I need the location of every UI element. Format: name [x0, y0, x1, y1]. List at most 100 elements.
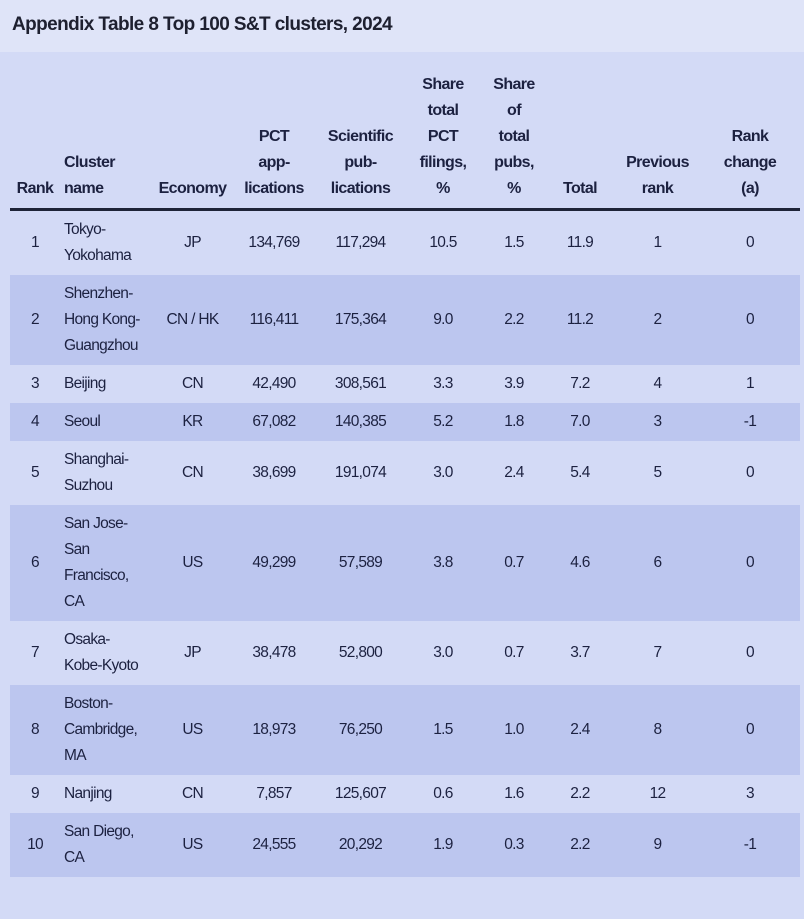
cell-rank-change: 0 — [700, 275, 800, 365]
cell-cluster-name: San Diego, CA — [60, 813, 155, 877]
header-row: Rank Cluster name Economy PCT app- lication… — [10, 72, 800, 211]
cell-cluster-name: Osaka- Kobe-Kyoto — [64, 631, 139, 674]
cell-previous-rank: 7 — [653, 644, 663, 661]
cell-rank-change: -1 — [700, 403, 800, 441]
table-title: Appendix Table 8 Top 100 S&T clusters, 2… — [12, 14, 393, 35]
cell-previous-rank: 8 — [615, 685, 700, 775]
cell-share-pubs: 1.6 — [504, 785, 524, 802]
cell-economy: CN / HK — [155, 275, 230, 365]
cell-cluster-name: Boston- Cambridge, MA — [60, 685, 155, 775]
cell-total: 7.0 — [545, 403, 615, 441]
cell-rank-change: 0 — [700, 505, 800, 621]
cell-pct-applications: 38,699 — [252, 464, 296, 481]
cell-total: 2.2 — [570, 785, 590, 802]
cell-share-pubs: 0.7 — [483, 505, 545, 621]
cell-scientific-publications: 20,292 — [318, 813, 403, 877]
header-share-pct-filings: Share total PCT filings, % — [403, 72, 483, 211]
table-row: 6 San Jose- San Francisco, CA US 49,299 57,5… — [10, 505, 800, 621]
cell-share-pct-filings: 3.0 — [433, 464, 453, 481]
title-band — [0, 0, 804, 52]
cell-share-pct-filings: 3.0 — [433, 644, 453, 661]
cell-rank: 5 — [31, 464, 40, 481]
cell-scientific-publications: 191,074 — [334, 464, 387, 481]
cell-pct-applications: 24,555 — [230, 813, 318, 877]
cell-economy: US — [155, 505, 230, 621]
cell-previous-rank: 4 — [653, 375, 663, 392]
cell-scientific-publications: 125,607 — [334, 785, 387, 802]
cell-economy: JP — [184, 234, 201, 251]
header-rank: Rank — [10, 72, 60, 211]
cell-cluster-name: Tokyo- Yokohama — [64, 221, 132, 264]
cell-share-pubs: 3.9 — [504, 375, 524, 392]
header-pct-applications: PCT app- lications — [230, 72, 318, 211]
cell-scientific-publications: 175,364 — [318, 275, 403, 365]
cell-total: 2.2 — [545, 813, 615, 877]
table-row: 1 Tokyo- Yokohama JP 134,769 117,294 10.5 1.5 1… — [10, 210, 800, 276]
cell-previous-rank: 3 — [615, 403, 700, 441]
cell-economy: US — [155, 813, 230, 877]
cell-share-pct-filings: 0.6 — [433, 785, 453, 802]
header-rank-change: Rank change (a) — [700, 72, 800, 211]
cell-total: 11.9 — [566, 234, 594, 251]
cell-share-pubs: 1.8 — [483, 403, 545, 441]
cell-economy: CN — [182, 375, 204, 392]
cell-total: 3.7 — [570, 644, 590, 661]
cell-scientific-publications: 117,294 — [335, 234, 387, 251]
header-cluster-name: Cluster name — [60, 72, 155, 211]
cell-rank-change: 0 — [746, 644, 755, 661]
cell-share-pubs: 0.3 — [483, 813, 545, 877]
cell-economy: CN — [182, 464, 204, 481]
cell-share-pubs: 2.2 — [483, 275, 545, 365]
header-share-pubs: Share of total pubs, % — [483, 72, 545, 211]
cell-economy: CN — [182, 785, 204, 802]
cell-total: 2.4 — [545, 685, 615, 775]
cell-share-pct-filings: 1.5 — [403, 685, 483, 775]
cell-economy: JP — [184, 644, 201, 661]
cell-previous-rank: 6 — [615, 505, 700, 621]
cell-pct-applications: 42,490 — [252, 375, 296, 392]
cell-pct-applications: 134,769 — [248, 234, 300, 251]
cell-pct-applications: 116,411 — [230, 275, 318, 365]
cell-rank: 3 — [31, 375, 40, 392]
header-total: Total — [545, 72, 615, 211]
table-row: 7 Osaka- Kobe-Kyoto JP 38,478 52,800 3.0 0.7 3.… — [10, 621, 800, 685]
table-row: 2 Shenzhen- Hong Kong- Guangzhou CN / HK 11… — [10, 275, 800, 365]
cell-rank: 2 — [10, 275, 60, 365]
cell-share-pct-filings: 9.0 — [403, 275, 483, 365]
cell-share-pubs: 1.0 — [483, 685, 545, 775]
cell-economy: KR — [155, 403, 230, 441]
cell-share-pct-filings: 10.5 — [429, 234, 457, 251]
cell-rank-change: 1 — [746, 375, 755, 392]
cell-cluster-name: Shenzhen- Hong Kong- Guangzhou — [60, 275, 155, 365]
cell-total: 4.6 — [545, 505, 615, 621]
cell-rank: 8 — [10, 685, 60, 775]
cell-scientific-publications: 140,385 — [318, 403, 403, 441]
cell-rank-change: 0 — [746, 234, 755, 251]
cell-cluster-name: Shanghai- Suzhou — [64, 451, 129, 494]
cell-rank-change: 0 — [700, 685, 800, 775]
clusters-table: Rank Cluster name Economy PCT app- lication… — [10, 72, 800, 877]
cell-rank-change: -1 — [700, 813, 800, 877]
cell-rank: 4 — [10, 403, 60, 441]
cell-share-pct-filings: 1.9 — [403, 813, 483, 877]
cell-rank-change: 3 — [746, 785, 755, 802]
table-row: 10 San Diego, CA US 24,555 20,292 1.9 0.3 2.2 9-… — [10, 813, 800, 877]
cell-pct-applications: 49,299 — [230, 505, 318, 621]
cell-total: 7.2 — [570, 375, 590, 392]
table-row: 5 Shanghai- Suzhou CN 38,699 191,074 3.0 2.4 5.… — [10, 441, 800, 505]
cell-cluster-name: San Jose- San Francisco, CA — [60, 505, 155, 621]
cell-scientific-publications: 76,250 — [318, 685, 403, 775]
cell-cluster-name: Beijing — [64, 375, 106, 392]
cell-pct-applications: 18,973 — [230, 685, 318, 775]
cell-share-pubs: 2.4 — [504, 464, 524, 481]
cell-rank: 6 — [10, 505, 60, 621]
cell-previous-rank: 5 — [653, 464, 663, 481]
cell-share-pct-filings: 3.8 — [403, 505, 483, 621]
cell-pct-applications: 7,857 — [256, 785, 292, 802]
header-economy: Economy — [155, 72, 230, 211]
cell-total: 5.4 — [570, 464, 590, 481]
cell-share-pct-filings: 3.3 — [433, 375, 453, 392]
cell-rank: 9 — [31, 785, 40, 802]
cell-share-pubs: 0.7 — [504, 644, 524, 661]
cell-rank: 7 — [31, 644, 40, 661]
